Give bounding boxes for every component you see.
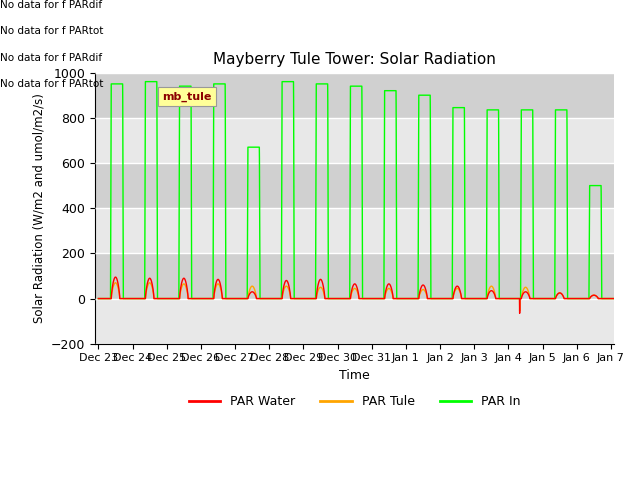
Bar: [95, 208, 614, 253]
Text: No data for f PARtot: No data for f PARtot: [0, 26, 104, 36]
Bar: [95, 118, 614, 163]
Bar: [95, 163, 614, 208]
Text: No data for f PARtot: No data for f PARtot: [0, 79, 104, 89]
Title: Mayberry Tule Tower: Solar Radiation: Mayberry Tule Tower: Solar Radiation: [213, 52, 496, 67]
Bar: [95, 299, 614, 344]
Text: No data for f PARdif: No data for f PARdif: [0, 53, 102, 63]
Text: mb_tule: mb_tule: [163, 92, 212, 102]
Legend: PAR Water, PAR Tule, PAR In: PAR Water, PAR Tule, PAR In: [184, 390, 525, 413]
X-axis label: Time: Time: [339, 369, 370, 382]
Bar: [95, 72, 614, 118]
Bar: [95, 253, 614, 299]
Y-axis label: Solar Radiation (W/m2 and umol/m2/s): Solar Radiation (W/m2 and umol/m2/s): [33, 93, 45, 323]
Text: No data for f PARdif: No data for f PARdif: [0, 0, 102, 10]
